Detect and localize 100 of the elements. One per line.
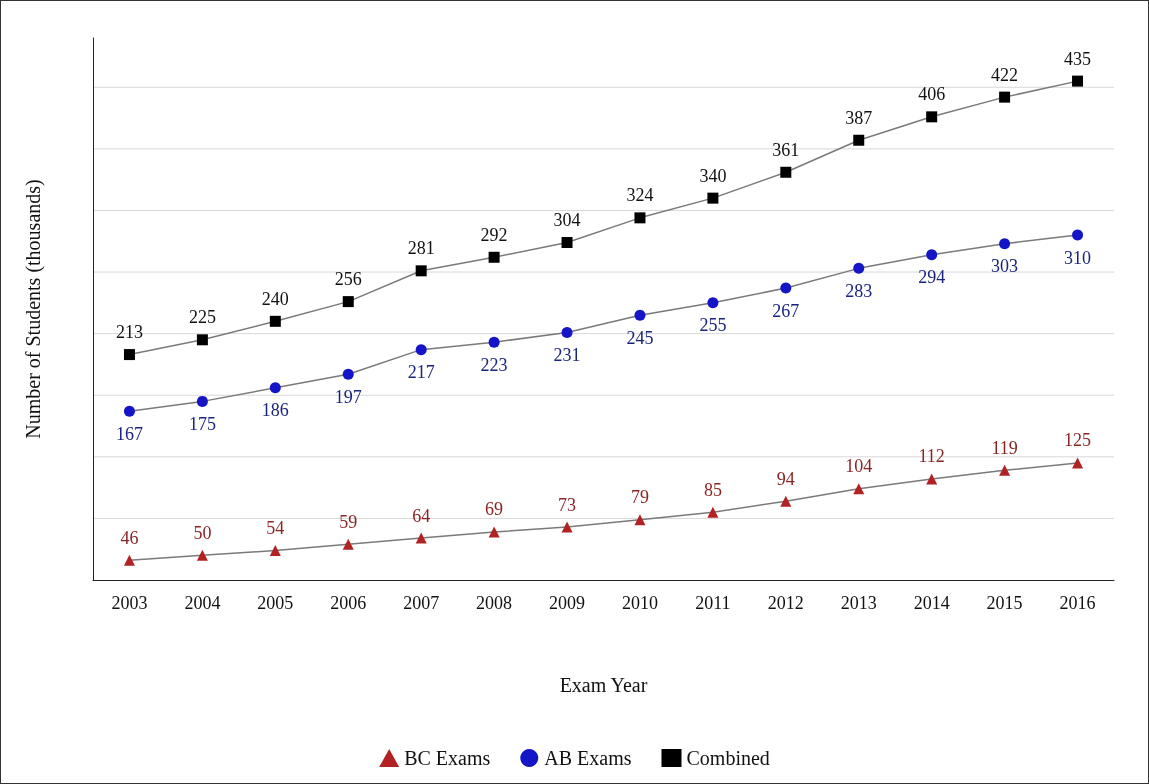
x-tick-label: 2015 (986, 593, 1023, 613)
data-label: 213 (115, 322, 143, 343)
point (634, 514, 646, 526)
point (634, 309, 646, 321)
point (634, 212, 646, 224)
point (123, 405, 135, 417)
point (999, 464, 1011, 476)
point (415, 265, 427, 277)
data-label: 361 (772, 139, 800, 160)
x-tick-label: 2014 (913, 593, 950, 613)
point (269, 315, 281, 327)
x-tick-label: 2009 (549, 593, 586, 613)
data-label: 59 (339, 511, 358, 532)
x-tick-label: 2003 (111, 593, 148, 613)
data-label: 240 (261, 288, 289, 309)
data-label: 303 (991, 256, 1019, 277)
point (780, 495, 792, 507)
data-label: 175 (188, 413, 216, 434)
data-label: 69 (485, 499, 504, 520)
x-tick-label: 2004 (184, 593, 221, 613)
data-label: 267 (772, 300, 800, 321)
point (1072, 75, 1084, 87)
y-axis-title: Number of Students (thousands) (22, 179, 45, 439)
data-label: 217 (407, 362, 435, 383)
point (926, 473, 938, 485)
data-label: 324 (626, 185, 654, 206)
point (269, 382, 281, 394)
data-label: 104 (845, 456, 873, 477)
data-label: 186 (261, 400, 289, 421)
data-label: 64 (412, 505, 431, 526)
point (342, 538, 354, 550)
data-label: 304 (553, 209, 581, 230)
x-axis-title: Exam Year (559, 674, 648, 696)
x-tick-label: 2016 (1059, 593, 1096, 613)
point (561, 236, 573, 248)
point (561, 521, 573, 533)
data-label: 310 (1064, 247, 1092, 268)
x-tick-label: 2007 (403, 593, 440, 613)
data-label: 245 (626, 327, 654, 348)
point (561, 326, 573, 338)
point (342, 296, 354, 308)
point (342, 368, 354, 380)
data-label: 387 (845, 107, 873, 128)
point (999, 91, 1011, 103)
legend-label: BC Exams (404, 747, 491, 769)
point (415, 344, 427, 356)
data-label: 422 (991, 64, 1019, 85)
data-label: 73 (558, 494, 577, 515)
data-label: 231 (553, 344, 581, 365)
data-label: 340 (699, 165, 727, 186)
data-label: 167 (115, 423, 143, 444)
point (123, 349, 135, 361)
point (1072, 229, 1084, 241)
point (415, 532, 427, 544)
data-label: 255 (699, 315, 727, 336)
data-label: 256 (334, 269, 362, 290)
point (853, 134, 865, 146)
data-label: 294 (918, 267, 946, 288)
point (196, 395, 208, 407)
point (707, 506, 719, 518)
point (1072, 457, 1084, 469)
point (196, 549, 208, 561)
x-tick-label: 2010 (621, 593, 658, 613)
data-label: 112 (918, 446, 945, 467)
data-label: 54 (266, 517, 285, 538)
data-label: 79 (630, 487, 649, 508)
data-label: 435 (1064, 48, 1092, 69)
point (780, 166, 792, 178)
point (123, 554, 135, 566)
point (488, 251, 500, 263)
point (269, 544, 281, 556)
point (707, 192, 719, 204)
x-tick-label: 2008 (476, 593, 513, 613)
point (853, 262, 865, 274)
point (196, 334, 208, 346)
data-label: 225 (188, 307, 216, 328)
data-label: 46 (120, 527, 139, 548)
data-label: 283 (845, 280, 873, 301)
data-label: 197 (334, 386, 362, 407)
point (488, 526, 500, 538)
x-tick-label: 2006 (330, 593, 367, 613)
data-label: 94 (776, 468, 795, 489)
x-tick-label: 2012 (767, 593, 804, 613)
x-tick-label: 2011 (695, 593, 731, 613)
point (488, 336, 500, 348)
legend-label: AB Exams (544, 747, 632, 769)
data-label: 119 (991, 437, 1018, 458)
point (853, 483, 865, 495)
point (780, 282, 792, 294)
data-label: 85 (703, 479, 722, 500)
data-label: 223 (480, 354, 508, 375)
data-label: 292 (480, 224, 508, 245)
data-label: 50 (193, 522, 212, 543)
point (707, 297, 719, 309)
data-label: 125 (1064, 430, 1092, 451)
x-tick-label: 2013 (840, 593, 877, 613)
point (926, 111, 938, 123)
point (926, 249, 938, 261)
legend-label: Combined (686, 747, 770, 769)
data-label: 406 (918, 84, 946, 105)
